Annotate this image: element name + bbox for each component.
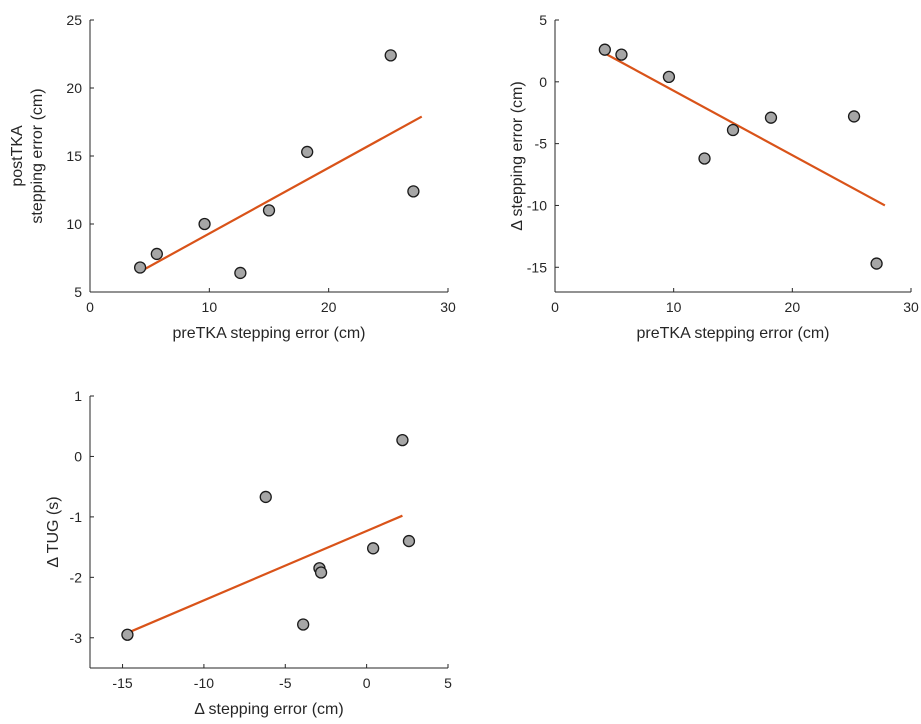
data-point (615, 48, 628, 61)
y-tick-label: 1 (74, 388, 82, 404)
x-axis-label: Δ stepping error (cm) (194, 701, 343, 718)
regression-line (139, 115, 423, 273)
data-point (121, 628, 134, 641)
x-axis-label: preTKA stepping error (cm) (637, 325, 830, 342)
x-tick-label: 20 (785, 299, 801, 315)
x-tick-label: 0 (86, 299, 94, 315)
y-tick-label: 25 (66, 12, 82, 28)
data-point (259, 490, 272, 504)
regression-line (604, 52, 886, 207)
chart-post-vs-pre-stepping-error: 0 10 20 30 5 10 15 20 25 preTKA stepping error (c… (9, 12, 456, 342)
y-axis-label: postTKA (9, 125, 26, 187)
y-tick-label: -1 (70, 509, 83, 525)
data-point (698, 152, 711, 165)
data-point (297, 618, 310, 631)
data-point (870, 257, 883, 270)
y-tick-label: 0 (539, 74, 547, 90)
x-tick-label: 10 (202, 299, 218, 315)
y-tick-label: -2 (70, 569, 83, 585)
y-axis-label: stepping error (cm) (29, 88, 46, 223)
x-tick-label: 30 (440, 299, 456, 315)
data-point (133, 261, 147, 274)
data-point (314, 566, 328, 579)
y-tick-label: -15 (527, 259, 547, 275)
data-point (366, 542, 380, 555)
data-point (234, 266, 247, 280)
data-point (662, 70, 676, 84)
y-tick-label: 15 (66, 148, 82, 164)
x-tick-label: 5 (444, 675, 452, 691)
data-point (726, 123, 740, 137)
x-tick-label: 0 (551, 299, 559, 315)
x-tick-label: 0 (363, 675, 371, 691)
data-point (764, 111, 778, 124)
data-point (262, 204, 276, 217)
x-tick-label: -5 (279, 675, 292, 691)
regression-line (126, 514, 403, 634)
y-axis-label: Δ stepping error (cm) (509, 81, 526, 230)
y-tick-label: 5 (74, 284, 82, 300)
y-tick-label: -3 (70, 630, 83, 646)
data-point (396, 433, 409, 447)
y-tick-label: -10 (527, 197, 547, 213)
chart-delta-vs-pre-stepping-error: 0 10 20 30 -15 -10 -5 0 5 preTKA stepping error (… (509, 12, 919, 342)
data-point (402, 534, 416, 548)
y-tick-label: 0 (74, 448, 82, 464)
x-axis-label: preTKA stepping error (cm) (173, 325, 366, 342)
data-point (150, 247, 163, 261)
data-point (198, 217, 211, 231)
y-tick-label: 20 (66, 80, 82, 96)
data-point (384, 49, 397, 62)
data-point (598, 43, 611, 56)
data-point (847, 110, 861, 123)
data-point (407, 185, 420, 198)
y-tick-label: 5 (539, 12, 547, 28)
x-tick-label: 20 (321, 299, 337, 315)
y-tick-label: 10 (66, 216, 82, 232)
x-tick-label: -15 (112, 675, 132, 691)
x-tick-label: -10 (194, 675, 214, 691)
y-tick-label: -5 (535, 136, 548, 152)
y-axis-label: Δ TUG (s) (45, 496, 62, 567)
data-point (301, 145, 314, 159)
x-tick-label: 30 (903, 299, 919, 315)
x-tick-label: 10 (666, 299, 682, 315)
